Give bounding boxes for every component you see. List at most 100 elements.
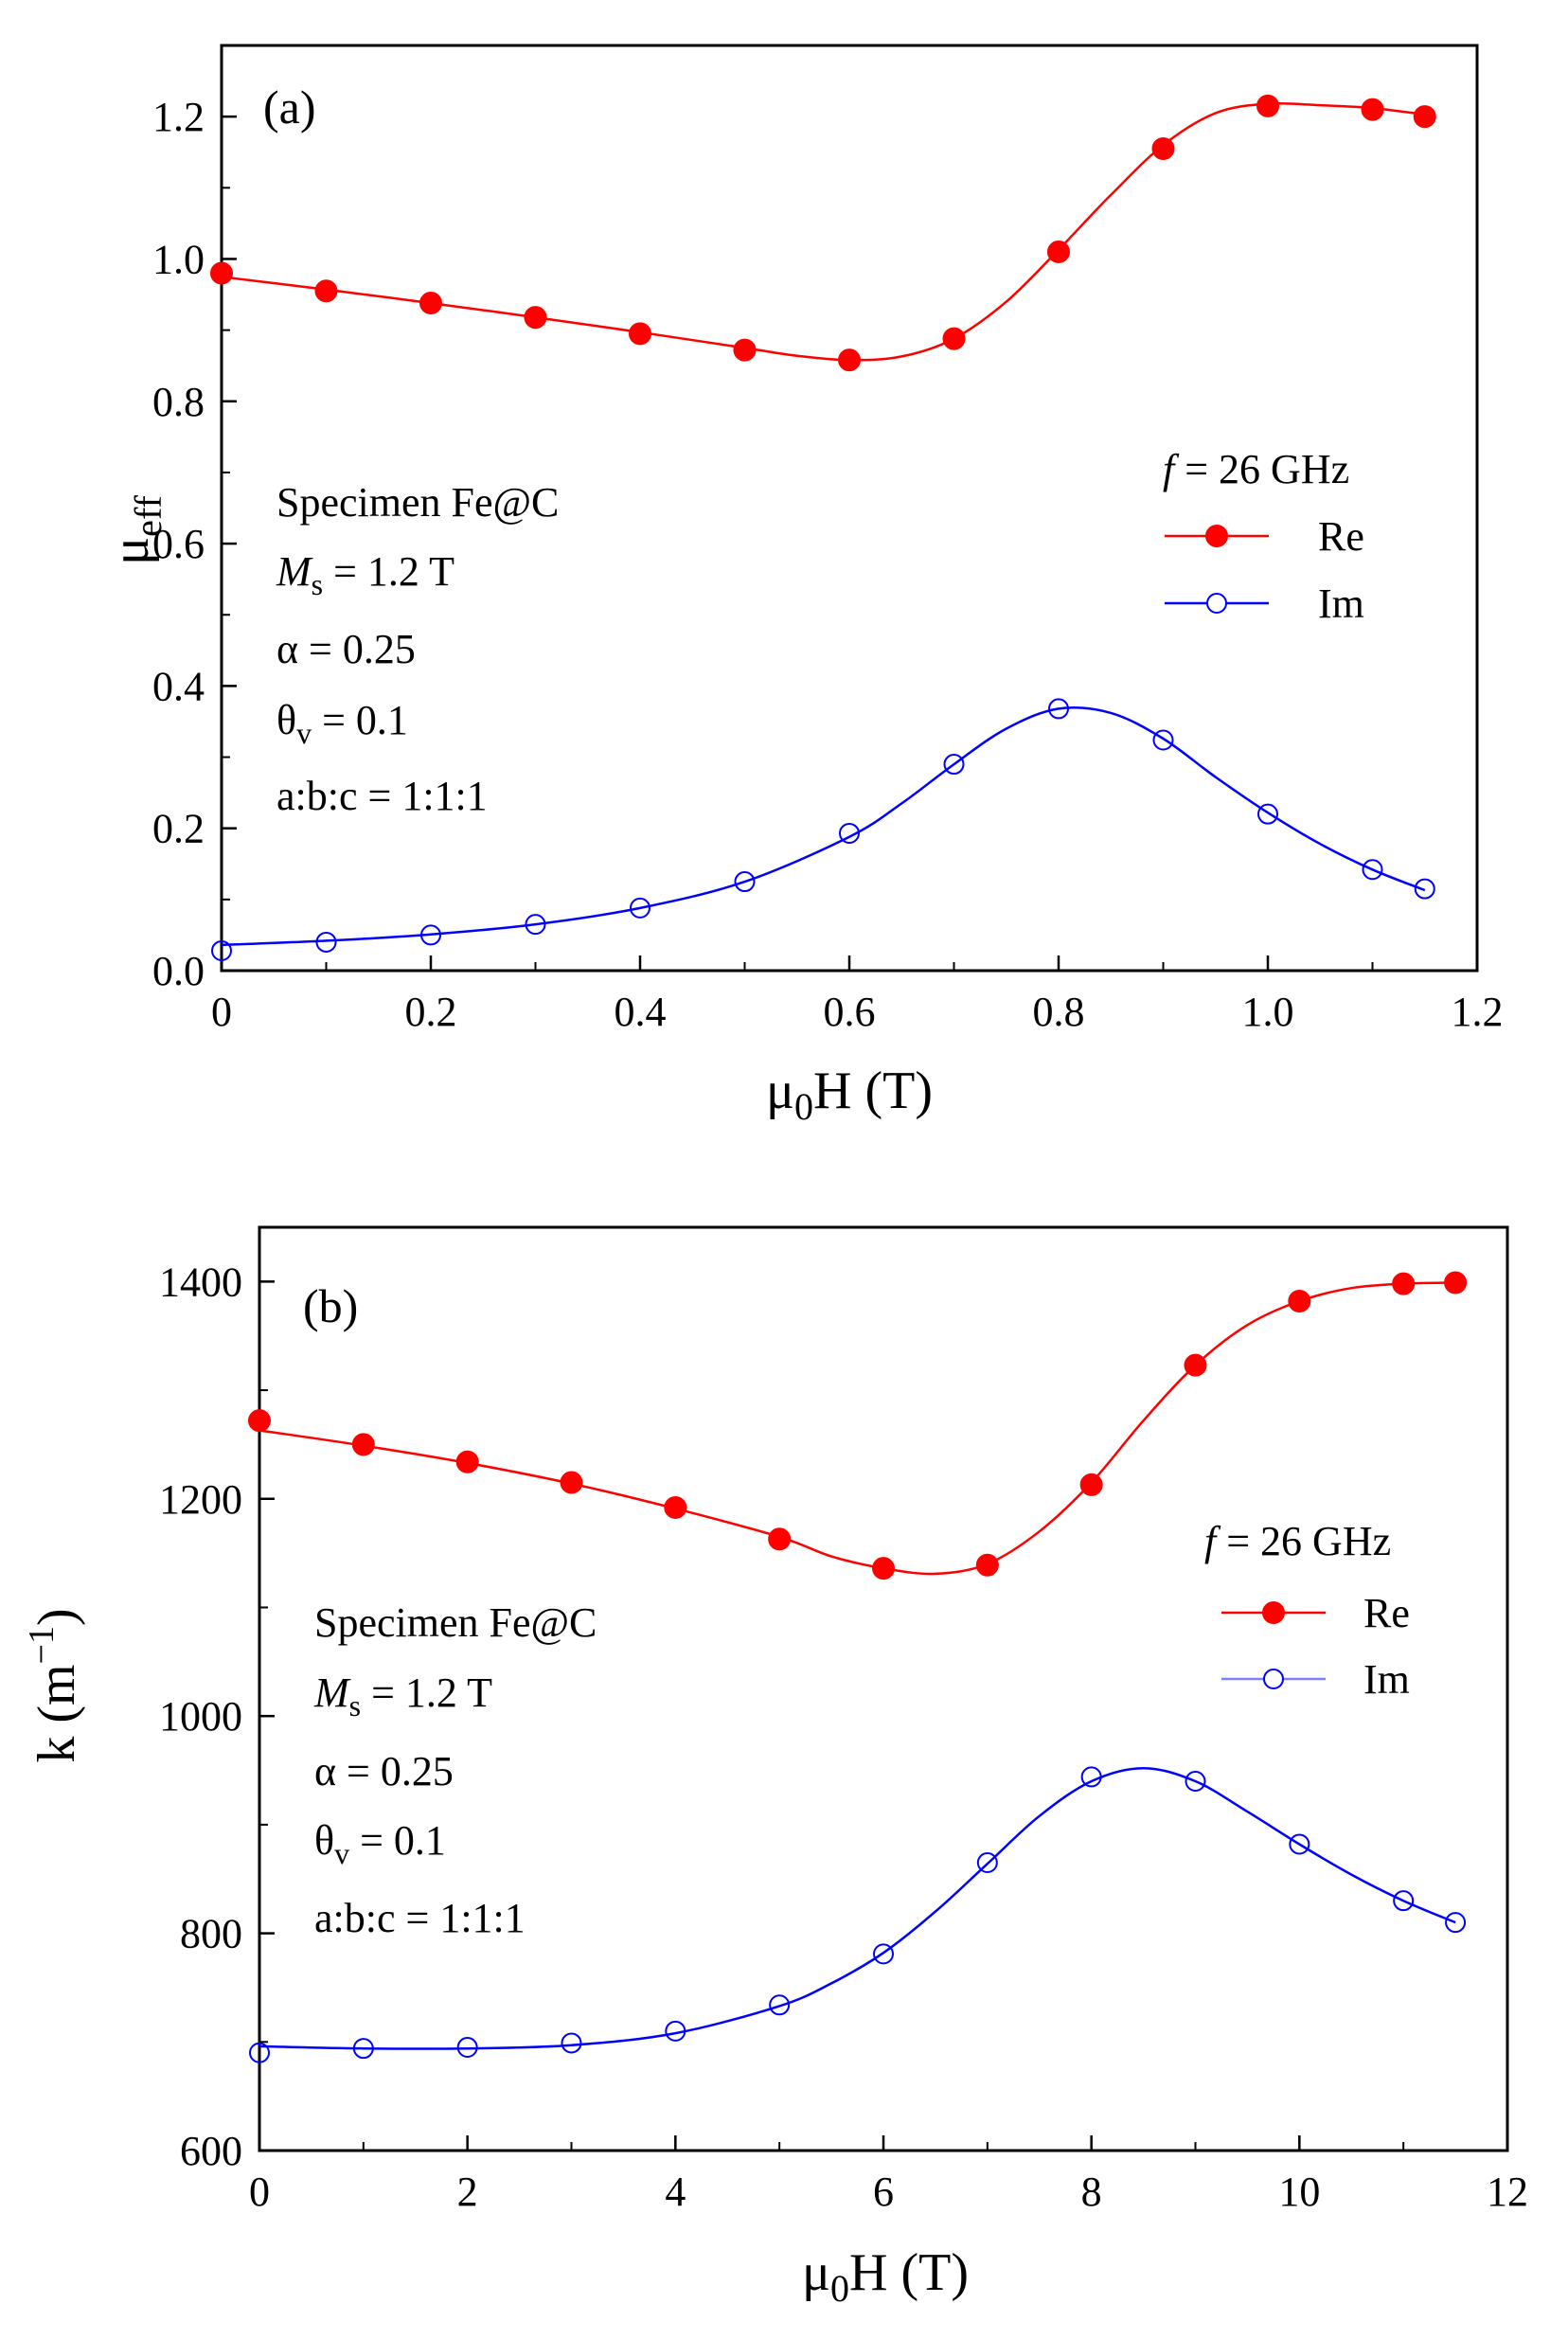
y-tick-label-b: 600 — [180, 2128, 242, 2174]
x-tick-label-b: 4 — [665, 2169, 686, 2215]
data-point-re-a — [210, 261, 233, 285]
ms-label-a: Ms = 1.2 T — [276, 548, 454, 601]
x-tick-label-a: 1.2 — [1452, 989, 1504, 1035]
x-tick-label-b: 0 — [249, 2169, 270, 2215]
fit-curve-im-a — [221, 705, 1426, 947]
specimen-label-b: Specimen Fe@C — [314, 1599, 597, 1646]
chart-panel-a: 0 0.2 0.4 0.6 0.8 1.0 1.2 0.0 0.2 0.4 0.6 0.8 1.0 1.2… — [101, 44, 1504, 1128]
x-tick-label-b: 8 — [1081, 2169, 1102, 2215]
data-point-im-a — [1152, 729, 1174, 751]
y-tick-label-b: 1200 — [159, 1476, 242, 1523]
data-point-im-a — [315, 931, 337, 953]
legend-title-b: f = 26 GHz — [1204, 1518, 1391, 1564]
data-point-im-b — [352, 2038, 374, 2060]
legend-label-im-a: Im — [1318, 580, 1364, 627]
data-point-im-b — [873, 1943, 894, 1965]
data-point-re-b — [1184, 1353, 1207, 1377]
data-point-im-b — [249, 2042, 270, 2063]
data-point-im-b — [1185, 1771, 1206, 1792]
y-tick-label-a: 0.4 — [152, 663, 205, 709]
panel-label-b: (b) — [303, 1279, 358, 1332]
data-point-im-a — [1362, 859, 1383, 881]
data-point-im-a — [525, 914, 546, 936]
legend-title-a: f = 26 GHz — [1163, 446, 1349, 492]
x-tick-label-b: 6 — [873, 2169, 894, 2215]
x-tick-label-a: 0.6 — [824, 989, 876, 1035]
legend-b: f = 26 GHz Re Im — [1204, 1518, 1410, 1703]
legend-marker-im-a — [1206, 593, 1227, 614]
axes-ticks-a: 0 0.2 0.4 0.6 0.8 1.0 1.2 0.0 0.2 0.4 0.6 0.8 1.0 1.2 — [152, 94, 1504, 1035]
data-point-im-a — [1048, 698, 1069, 720]
theta-label-a: θv = 0.1 — [276, 697, 408, 750]
ratio-label-a: a:b:c = 1:1:1 — [276, 773, 488, 819]
y-tick-label-b: 1000 — [159, 1693, 242, 1740]
data-point-re-b — [768, 1527, 792, 1551]
data-point-re-a — [838, 348, 861, 372]
data-point-im-a — [734, 871, 756, 893]
y-tick-label-b: 1400 — [159, 1259, 242, 1305]
data-markers-b — [248, 1271, 1468, 2063]
x-tick-label-a: 0.8 — [1033, 989, 1085, 1035]
y-tick-label-a: 0.6 — [152, 521, 205, 567]
data-point-re-b — [351, 1433, 375, 1456]
data-point-re-b — [1079, 1473, 1103, 1496]
data-point-re-b — [872, 1557, 895, 1580]
data-point-im-b — [1289, 1833, 1310, 1855]
data-point-re-b — [975, 1553, 999, 1577]
data-point-re-a — [733, 338, 757, 362]
x-tick-label-b: 2 — [457, 2169, 478, 2215]
y-axis-label-b: k (m−1) — [22, 1608, 86, 1762]
legend-a: f = 26 GHz Re Im — [1163, 446, 1364, 627]
data-point-im-b — [1445, 1912, 1467, 1934]
data-markers-a — [210, 94, 1436, 961]
legend-label-re-a: Re — [1318, 513, 1364, 560]
legend-label-im-b: Im — [1363, 1656, 1410, 1703]
fit-curves-a — [221, 101, 1426, 947]
y-tick-label-b: 800 — [180, 1911, 242, 1957]
data-point-im-b — [976, 1852, 998, 1874]
legend-marker-re-a — [1205, 525, 1228, 547]
y-tick-label-a: 1.0 — [152, 236, 205, 282]
data-point-re-b — [1444, 1271, 1468, 1294]
data-point-re-b — [560, 1471, 583, 1494]
x-axis-label-a: μ0H (T) — [766, 1062, 933, 1128]
parameter-annotations-a: Specimen Fe@C Ms = 1.2 T α = 0.25 θv = 0… — [276, 479, 559, 819]
y-tick-label-a: 0.8 — [152, 379, 205, 425]
fit-curves-b — [258, 1281, 1456, 2050]
data-point-re-a — [1413, 105, 1436, 129]
data-point-re-b — [664, 1495, 687, 1519]
data-point-re-a — [314, 279, 338, 303]
data-point-im-a — [1414, 878, 1435, 900]
data-point-re-a — [419, 292, 442, 315]
data-point-im-a — [211, 939, 232, 961]
legend-marker-re-b — [1262, 1601, 1285, 1624]
data-point-re-b — [1288, 1290, 1311, 1312]
data-point-re-a — [1361, 98, 1384, 121]
parameter-annotations-b: Specimen Fe@C Ms = 1.2 T α = 0.25 θv = 0… — [313, 1599, 597, 1941]
data-point-im-a — [1257, 803, 1278, 825]
y-tick-label-a: 0.0 — [152, 948, 205, 994]
panel-label-a: (a) — [263, 80, 316, 134]
ms-label-b: Ms = 1.2 T — [313, 1669, 492, 1723]
axes-ticks-b: 0 2 4 6 8 10 12 600 800 1000 1200 1400 — [159, 1259, 1528, 2215]
x-tick-label-a: 1.0 — [1242, 989, 1294, 1035]
theta-label-b: θv = 0.1 — [314, 1817, 446, 1870]
x-axis-label-b: μ0H (T) — [802, 2243, 969, 2310]
fit-curve-re-a — [221, 101, 1425, 362]
x-tick-label-a: 0.4 — [615, 989, 667, 1035]
data-point-re-a — [1256, 94, 1279, 117]
ratio-label-b: a:b:c = 1:1:1 — [314, 1895, 526, 1941]
data-point-re-a — [942, 327, 966, 350]
data-point-re-a — [1151, 136, 1175, 160]
alpha-label-a: α = 0.25 — [276, 626, 416, 672]
data-point-im-a — [630, 897, 650, 919]
data-point-im-b — [1080, 1766, 1102, 1788]
data-point-im-b — [1393, 1890, 1415, 1912]
legend-label-re-b: Re — [1363, 1590, 1410, 1636]
data-point-re-a — [629, 322, 651, 346]
data-point-re-b — [248, 1409, 271, 1433]
alpha-label-b: α = 0.25 — [314, 1748, 454, 1794]
y-axis-label-a: μeff — [101, 494, 169, 564]
